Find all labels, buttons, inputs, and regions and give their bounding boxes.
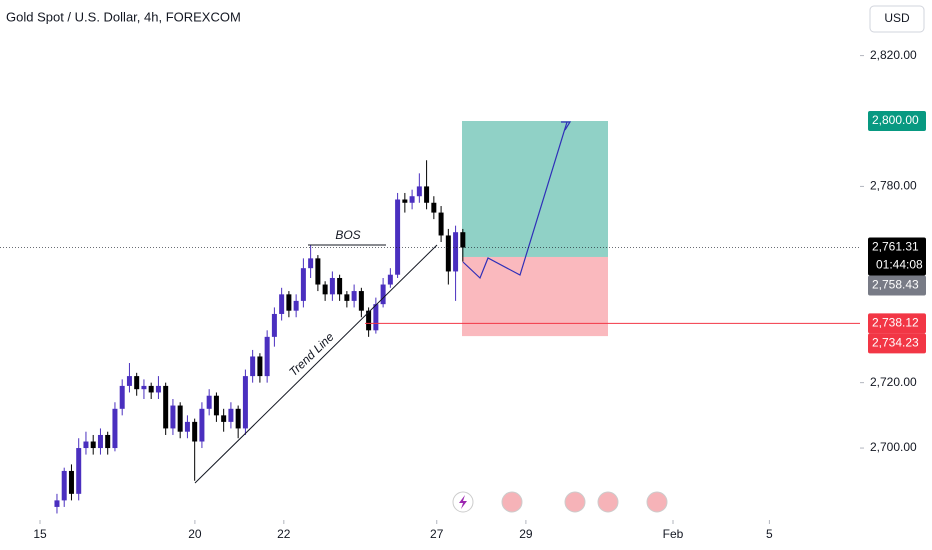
price-label-box: [868, 237, 926, 276]
candle-body: [213, 395, 219, 416]
candle-body: [184, 421, 190, 432]
candle-body: [264, 336, 270, 377]
price-label: 2,734.23: [872, 336, 919, 350]
axes: 2,700.00 2,720.00 2,780.00 2,820.00 2,800.00…: [0, 48, 926, 541]
candle-body: [453, 232, 459, 272]
candle-body: [235, 408, 241, 429]
bos-label: BOS: [335, 228, 360, 242]
candle-body: [68, 470, 74, 494]
candle-body: [148, 385, 154, 393]
x-tick-label: 29: [519, 527, 533, 541]
candle-body: [271, 313, 277, 337]
trend-line-label: Trend Line: [286, 330, 337, 380]
candle-body: [308, 258, 314, 269]
candle-body: [83, 441, 89, 449]
candle-body: [257, 356, 263, 377]
candle-body: [97, 434, 103, 449]
candle-body: [438, 212, 444, 236]
candle-body: [344, 294, 350, 301]
event-icon[interactable]: [501, 491, 523, 513]
candle-body: [242, 376, 248, 429]
candle-body: [155, 385, 161, 393]
candle-body: [221, 415, 227, 422]
candle-body: [61, 470, 67, 501]
candle-body: [199, 408, 205, 442]
candle-body: [409, 196, 415, 203]
price-label-box: [868, 313, 926, 334]
candle-body: [380, 284, 386, 305]
event-icon-glyph: [459, 495, 467, 509]
candle-body: [460, 232, 466, 248]
candle-body: [416, 186, 422, 197]
y-tick-label: 2,720.00: [870, 375, 917, 389]
candle-body: [105, 434, 111, 449]
projection-path: [462, 121, 568, 280]
event-icon[interactable]: [564, 491, 586, 513]
candle-body: [119, 385, 125, 409]
candle-body: [351, 291, 357, 301]
candle-body: [126, 376, 132, 386]
x-tick-label: 22: [277, 527, 291, 541]
candle-body: [300, 268, 306, 301]
candle-body: [387, 274, 393, 285]
profit-zone: [462, 121, 608, 257]
candle-body: [279, 294, 285, 314]
candle-body: [250, 356, 256, 377]
candle-body: [366, 310, 372, 331]
candle-body: [134, 376, 140, 390]
candle-body: [141, 385, 147, 390]
candle-body: [177, 405, 183, 432]
candle-body: [358, 291, 364, 311]
currency-label: USD: [884, 11, 910, 25]
candle-body: [445, 235, 451, 272]
candle-body: [90, 441, 96, 449]
price-label: 2,800.00: [872, 113, 919, 127]
countdown-label: 01:44:08: [876, 258, 923, 272]
candle-body: [206, 395, 212, 409]
candle-body: [163, 385, 169, 429]
x-tick-label: Feb: [663, 527, 684, 541]
price-label-box: [868, 275, 926, 296]
chart-title: Gold Spot / U.S. Dollar, 4h, FOREXCOM: [6, 9, 241, 24]
candle-body: [192, 421, 198, 442]
price-label: 2,761.31: [872, 240, 919, 254]
candle-body: [170, 405, 176, 429]
projection-arrow: [561, 121, 572, 131]
candle-body: [424, 186, 430, 203]
x-tick-label: 27: [430, 527, 444, 541]
candle-body: [322, 284, 328, 295]
candle-body: [76, 448, 82, 494]
candle-body: [373, 304, 379, 331]
y-tick-label: 2,700.00: [870, 440, 917, 454]
x-tick-label: 20: [188, 527, 202, 541]
price-label: 2,738.12: [872, 316, 919, 330]
candle-body: [402, 199, 408, 203]
price-label-box: [868, 111, 926, 132]
x-tick-label: 15: [33, 527, 47, 541]
currency-button[interactable]: [869, 5, 925, 33]
event-icon[interactable]: [646, 491, 668, 513]
candle-body: [337, 277, 343, 295]
y-tick-label: 2,780.00: [870, 179, 917, 193]
candle-body: [329, 277, 335, 295]
candle-body: [286, 294, 292, 311]
candle-body: [228, 408, 234, 422]
candle-body: [112, 408, 118, 449]
candle-body: [54, 500, 60, 507]
candle-body: [395, 199, 401, 275]
event-icons: [452, 491, 668, 513]
price-label-box: [868, 333, 926, 354]
position-tool: [462, 121, 608, 337]
x-tick-label: 5: [766, 527, 773, 541]
price-label: 2,758.43: [872, 278, 919, 292]
event-icon[interactable]: [597, 491, 619, 513]
candle-body: [293, 300, 299, 311]
candle-body: [315, 258, 321, 285]
candle-body: [431, 202, 437, 213]
y-tick-label: 2,820.00: [870, 48, 917, 62]
candles: [54, 160, 466, 514]
trend-line: [194, 244, 438, 484]
